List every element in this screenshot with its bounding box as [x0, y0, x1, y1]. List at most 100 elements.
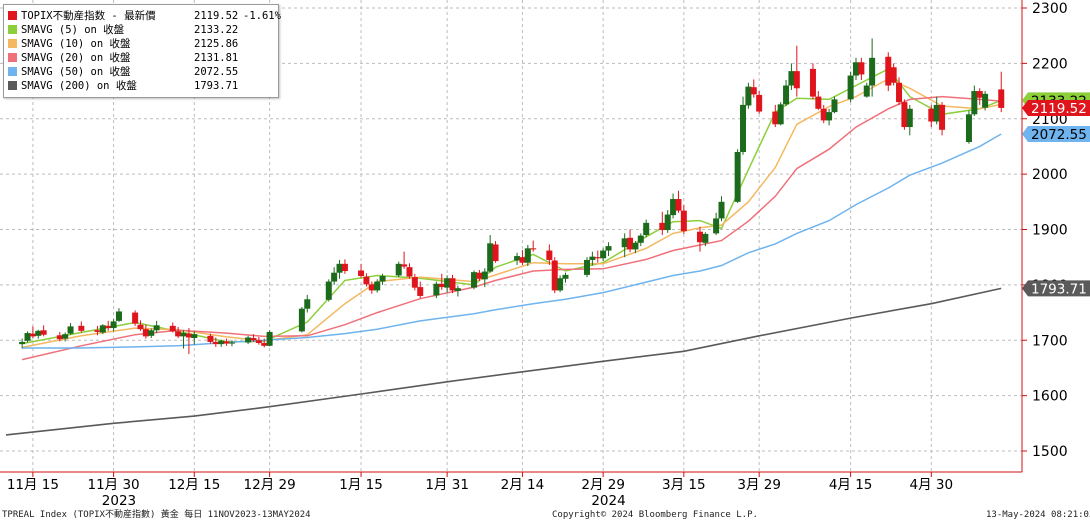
candle-body [530, 248, 537, 250]
legend-label: SMAVG (50) on 收盤 [21, 66, 131, 78]
candle-body [514, 256, 521, 261]
footer-timestamp: 13-May-2024 08:21:03 [986, 510, 1090, 520]
candle-body [374, 281, 381, 291]
candle-body [358, 270, 365, 277]
candle-body [519, 257, 526, 263]
candle-body [175, 331, 182, 337]
candle-body [589, 256, 596, 260]
candle-body [852, 62, 859, 76]
candle-body [831, 99, 838, 113]
candle-body [680, 210, 687, 232]
candle-body [998, 89, 1005, 108]
legend-label: SMAVG (10) on 收盤 [21, 38, 131, 50]
candle-body [675, 199, 682, 211]
candle-body [621, 238, 628, 248]
legend-value: 1793.71 [194, 80, 239, 92]
legend-value: 2125.86 [194, 38, 239, 50]
candle-body [713, 218, 720, 234]
ma-line [22, 133, 1002, 349]
x-tick-label: 2月 29 [581, 477, 625, 493]
x-axis: 11月 15 11月 30 12月 15 12月 29 1月 15 1月 31 2月 14 2… [7, 472, 953, 509]
candle-body [67, 326, 74, 334]
candle-body [756, 94, 763, 112]
candle-body [444, 278, 451, 288]
candle-body [605, 246, 612, 251]
legend-label: SMAVG (20) on 收盤 [21, 52, 131, 64]
candle-body [890, 67, 897, 83]
candle-body [223, 341, 230, 344]
candle-body [212, 341, 219, 345]
candle-body [809, 68, 816, 97]
candle-body [965, 114, 972, 143]
candle-body [218, 340, 225, 345]
x-tick-label: 11月 15 [7, 477, 59, 493]
legend-swatch [8, 67, 17, 76]
legend-label: TOPIX不動産指数 - 最新價 [21, 10, 156, 22]
candle-body [137, 324, 144, 330]
x-tick-label: 2月 14 [501, 477, 545, 493]
legend-label: SMAVG (200) on 收盤 [21, 80, 137, 92]
candle-body [132, 312, 139, 324]
candle-body [524, 248, 531, 263]
candle-body [110, 321, 117, 329]
candle-body [788, 71, 795, 86]
candle-body [643, 222, 650, 236]
candle-body [401, 264, 408, 267]
candle-body [772, 111, 779, 125]
candle-body [379, 276, 386, 282]
candle-body [858, 62, 865, 75]
y-tick-label: 2000 [1032, 167, 1068, 183]
candle-body [341, 263, 348, 272]
candle-body [777, 104, 784, 125]
candle-body [153, 325, 160, 331]
y-tick-label: 2300 [1032, 1, 1068, 17]
candle-body [815, 96, 822, 109]
year-label: 2023 [102, 493, 136, 509]
candle-body [896, 82, 903, 103]
candle-body [982, 93, 989, 108]
candle-body [745, 86, 752, 106]
candle-body [487, 243, 494, 272]
candle-body [906, 108, 913, 128]
x-tick-label: 1月 15 [339, 477, 383, 493]
candle-body [750, 87, 757, 95]
candle-body [105, 325, 112, 329]
candle-body [29, 333, 36, 337]
candle-body [207, 335, 214, 342]
candles [19, 38, 1005, 355]
value-tag-label: 1793.71 [1031, 281, 1087, 297]
candle-body [928, 108, 935, 122]
legend-label: SMAVG (5) on 收盤 [21, 24, 125, 36]
candle-body [331, 272, 338, 282]
candle-body [250, 338, 257, 341]
legend-swatch [8, 53, 17, 62]
candle-body [304, 299, 311, 309]
candle-body [19, 341, 26, 345]
ma-line [5, 287, 1002, 436]
candle-body [255, 340, 262, 344]
candle-body [261, 343, 268, 346]
legend-value: 2133.22 [194, 24, 239, 36]
legend: TOPIX不動産指数 - 最新價 2119.52 -1.61% SMAVG (5… [3, 4, 281, 98]
legend-swatch [8, 39, 17, 48]
candle-body [191, 334, 198, 339]
candle-body [454, 288, 461, 291]
candle-body [740, 104, 747, 152]
ma-line [21, 95, 1002, 361]
candle-body [411, 277, 418, 288]
candle-body [35, 330, 42, 336]
candle-body [185, 333, 192, 338]
candle-body [142, 329, 149, 337]
candle-body [325, 281, 332, 300]
candle-body [847, 75, 854, 100]
candle-body [266, 331, 273, 346]
candle-body [632, 242, 639, 250]
candle-body [336, 263, 343, 273]
x-tick-label: 3月 29 [737, 477, 781, 493]
candle-body [820, 108, 827, 121]
y-tick-label: 1500 [1032, 444, 1068, 460]
legend-swatch [8, 25, 17, 34]
candle-body [659, 222, 666, 231]
